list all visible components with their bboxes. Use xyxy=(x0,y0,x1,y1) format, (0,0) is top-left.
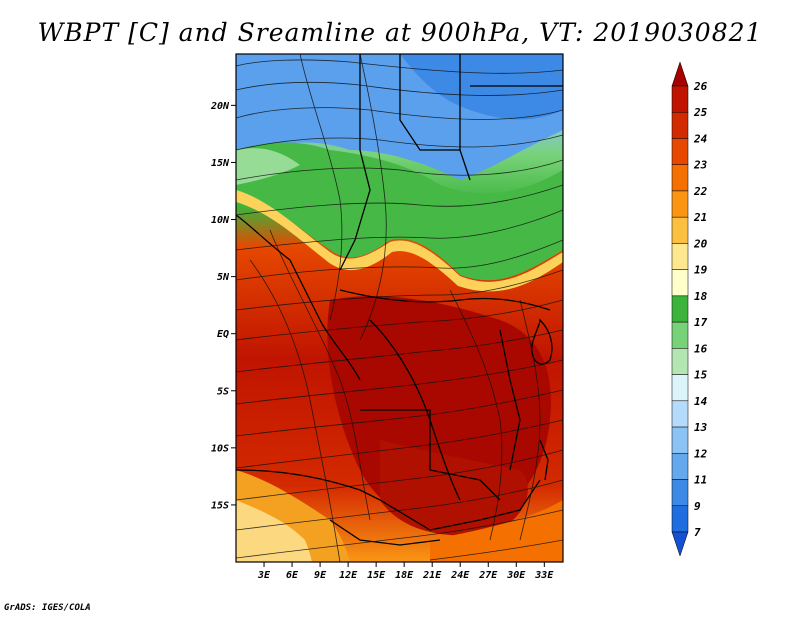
colorbar-label: 24 xyxy=(693,132,708,145)
colorbar-label: 22 xyxy=(693,185,708,198)
region-orange-southeast xyxy=(430,500,563,562)
grads-credit: GrADS: IGES/COLA xyxy=(4,603,91,613)
colorbar-segment xyxy=(671,61,689,87)
lat-tick-label: EQ xyxy=(217,329,229,340)
colorbar-label: 17 xyxy=(694,316,708,329)
lat-tick-label: 20N xyxy=(210,101,230,112)
chart-title: WBPT [C] and Sreamline at 900hPa, VT: 20… xyxy=(37,18,763,47)
colorbar-segment xyxy=(671,505,689,533)
lon-tick-label: 15E xyxy=(367,570,386,581)
colorbar-label: 15 xyxy=(694,369,708,382)
colorbar-segment xyxy=(671,243,689,270)
colorbar-label: 25 xyxy=(693,106,708,119)
colorbar-segment xyxy=(671,138,689,165)
lat-tick-label: 15N xyxy=(211,158,230,169)
lat-tick-label: 5S xyxy=(217,386,229,397)
colorbar-label: 13 xyxy=(694,421,708,434)
colorbar-segment xyxy=(671,400,689,428)
colorbar-label: 9 xyxy=(694,500,701,513)
lon-tick-label: 24E xyxy=(450,570,470,581)
lon-tick-label: 6E xyxy=(286,570,299,581)
lon-tick-label: 21E xyxy=(422,570,442,581)
lon-tick-label: 9E xyxy=(314,570,327,581)
lat-tick-label: 5N xyxy=(217,272,230,283)
lat-tick-label: 15S xyxy=(211,500,229,511)
region-light-green xyxy=(236,148,300,185)
colorbar-segment xyxy=(671,216,689,244)
region-green-belt xyxy=(236,142,563,281)
region-pale-southwest xyxy=(236,500,312,562)
lat-tick-label: 10N xyxy=(211,215,230,226)
colorbar-segment xyxy=(671,164,689,192)
lon-tick-label: 27E xyxy=(478,570,498,581)
wbpt-field xyxy=(236,54,563,562)
colorbar-label: 11 xyxy=(694,474,707,487)
colorbar-label: 14 xyxy=(694,395,708,408)
country-borders xyxy=(236,54,563,546)
region-deep-blue xyxy=(400,54,563,120)
colorbar-segment xyxy=(671,426,689,454)
region-yellow-strip xyxy=(236,190,563,292)
colorbar-label: 12 xyxy=(694,447,708,460)
colorbar: 26 25 24 23 22 21 20 19 18 17 16 15 14 13 12 11 9 7 xyxy=(671,61,708,557)
colorbar-segment xyxy=(671,453,689,480)
lon-tick-label: 18E xyxy=(395,570,414,581)
colorbar-segment xyxy=(671,111,689,139)
colorbar-segment xyxy=(671,190,689,218)
colorbar-segment xyxy=(671,85,689,113)
lon-tick-label: 3E xyxy=(257,570,271,581)
lat-tick-label: 10S xyxy=(211,443,229,454)
lon-tick-label: 12E xyxy=(339,570,358,581)
longitude-axis: 3E 6E 9E 12E 15E 18E 21E 24E 27E 30E 33E xyxy=(257,562,554,581)
colorbar-label: 19 xyxy=(694,264,708,277)
colorbar-segment xyxy=(671,479,689,507)
colorbar-segment xyxy=(671,295,689,323)
map-frame xyxy=(235,53,564,563)
colorbar-segment xyxy=(671,348,689,375)
lon-tick-label: 30E xyxy=(506,570,526,581)
colorbar-label: 26 xyxy=(693,80,708,93)
colorbar-segment xyxy=(671,269,689,297)
colorbar-label: 18 xyxy=(694,290,708,303)
streamlines xyxy=(236,54,563,562)
colorbar-label: 16 xyxy=(694,342,708,355)
colorbar-label: 20 xyxy=(693,237,708,250)
colorbar-segment xyxy=(671,321,689,349)
colorbar-segment xyxy=(671,374,689,402)
colorbar-label: 23 xyxy=(693,159,708,172)
colorbar-label: 21 xyxy=(693,211,707,224)
colorbar-label: 7 xyxy=(694,526,701,539)
colorbar-segment xyxy=(671,531,689,557)
lon-tick-label: 33E xyxy=(534,570,554,581)
latitude-axis: 20N 15N 10N 5N EQ 5S 10S 15S xyxy=(210,101,236,511)
